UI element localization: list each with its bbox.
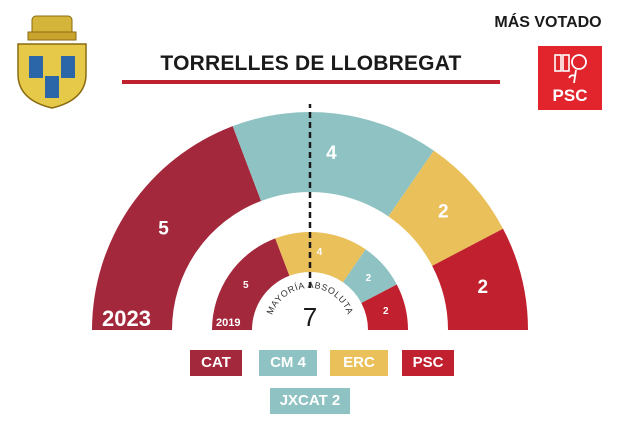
seat-count-2023-cat: 5	[158, 218, 169, 239]
seat-segment-2023-cm	[232, 112, 434, 217]
seat-count-2019-erc: 4	[317, 247, 323, 258]
legend-jxcat: JXCAT 2	[270, 388, 350, 414]
most-voted-label: MÁS VOTADO	[494, 14, 602, 31]
seat-count-2023-psc: 2	[478, 277, 489, 298]
title-underline	[122, 80, 500, 84]
seat-segment-2019-psc	[361, 284, 408, 330]
seat-segment-2019-cat	[212, 238, 290, 330]
seat-segment-2023-cat	[92, 126, 262, 330]
seat-count-2019-cat: 5	[243, 280, 249, 291]
legend-cat: CAT	[190, 350, 242, 376]
seat-segment-2019-erc	[275, 231, 366, 283]
seat-count-2023-erc: 2	[438, 201, 449, 222]
municipal-coat-of-arms	[17, 15, 87, 109]
year-label-2023: 2023	[102, 306, 151, 331]
majority-label: MAYORÍA ABSOLUTA	[265, 280, 356, 316]
majority-seat-number: 7	[303, 302, 317, 332]
seat-segment-2023-erc	[388, 150, 504, 266]
seat-segment-2023-psc	[432, 228, 528, 330]
legend-psc: PSC	[402, 350, 454, 376]
legend-cm: CM 4	[259, 350, 317, 376]
psc-rose-logo-icon	[554, 54, 587, 84]
legend-erc: ERC	[330, 350, 388, 376]
year-label-2019: 2019	[216, 317, 240, 329]
chart-title: TORRELLES DE LLOBREGAT	[160, 52, 462, 75]
seat-count-2019-psc: 2	[383, 306, 389, 317]
most-voted-party-badge: PSC	[538, 46, 602, 110]
seat-count-2023-cm: 4	[326, 143, 337, 164]
seat-count-2019-cm: 2	[366, 273, 372, 284]
seat-segment-2019-cm	[342, 249, 397, 304]
most-voted-party-name: PSC	[552, 86, 588, 105]
